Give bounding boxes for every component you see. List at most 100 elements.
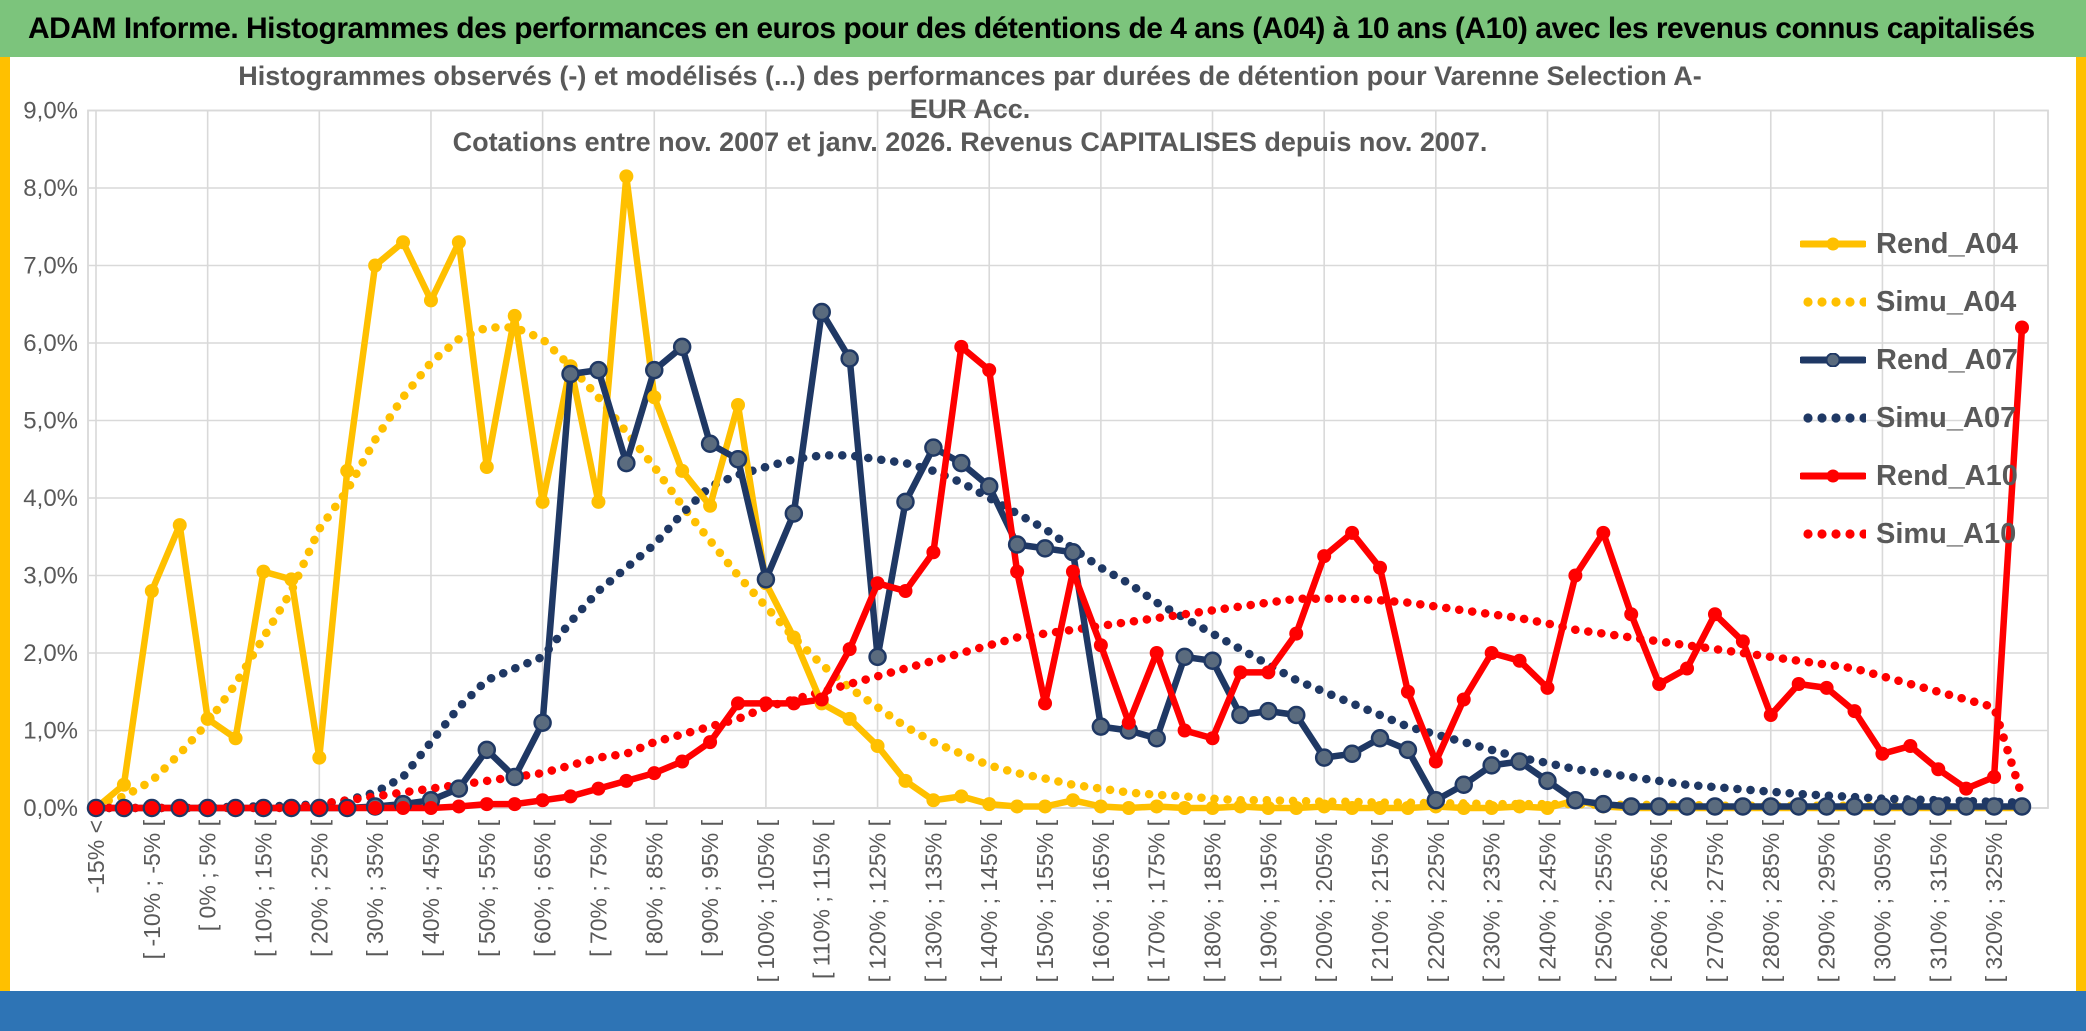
series-marker-Rend_A10 <box>1624 607 1639 622</box>
series-marker-Rend_A07 <box>812 302 831 322</box>
series-line-Simu_A07 <box>91 451 2027 813</box>
series-marker-Rend_A07 <box>979 477 999 496</box>
legend-label: Rend_A07 <box>1876 343 2018 376</box>
series-marker-Rend_A07 <box>505 767 524 787</box>
legend-item-rend_a07[interactable]: Rend_A07 <box>1800 331 2070 389</box>
series-marker-Rend_A07 <box>1482 756 1501 775</box>
series-marker-Rend_A10 <box>1010 564 1025 579</box>
series-marker-Rend_A07 <box>1845 797 1864 816</box>
series-marker-Rend_A10 <box>1177 723 1192 738</box>
series-marker-Rend_A07 <box>1956 797 1976 816</box>
series-marker-Rend_A10 <box>1400 684 1415 699</box>
series-marker-Rend_A10 <box>926 545 941 560</box>
x-tick-label: [ 70% ; 75% [ <box>585 819 611 956</box>
series-marker-Rend_A04 <box>340 463 355 478</box>
y-tick-label: 6,0% <box>23 330 78 357</box>
series-marker-Rend_A10 <box>256 801 271 815</box>
series-marker-Rend_A04 <box>1121 801 1136 815</box>
series-marker-Rend_A04 <box>1484 801 1499 815</box>
series-marker-Rend_A10 <box>396 801 411 815</box>
series-marker-Rend_A07 <box>1566 791 1585 810</box>
series-marker-Rend_A04 <box>1010 799 1025 814</box>
series-marker-Rend_A10 <box>898 584 913 598</box>
series-marker-Rend_A10 <box>1428 754 1443 769</box>
series-marker-Rend_A10 <box>284 801 299 815</box>
x-tick-label: [ 230% ; 235% [ <box>1479 819 1505 982</box>
x-tick-label: [ 190% ; 195% [ <box>1255 819 1281 982</box>
x-tick-label: [ 120% ; 125% [ <box>865 819 891 982</box>
series-marker-Rend_A10 <box>619 773 634 788</box>
series-marker-Rend_A07 <box>1370 729 1390 748</box>
series-marker-Rend_A10 <box>312 801 327 815</box>
series-marker-Rend_A07 <box>1398 740 1418 760</box>
x-tick-label: [ 260% ; 265% [ <box>1646 819 1672 982</box>
legend-item-simu_a10[interactable]: Simu_A10 <box>1800 505 2070 563</box>
series-marker-Rend_A04 <box>1540 801 1555 815</box>
series-marker-Rend_A10 <box>1875 746 1890 761</box>
series-marker-Rend_A04 <box>870 739 885 753</box>
top-banner: ADAM Informe. Histogrammes des performan… <box>0 0 2086 57</box>
series-marker-Rend_A04 <box>619 169 634 184</box>
series-marker-Rend_A07 <box>1761 797 1781 816</box>
series-marker-Rend_A10 <box>1149 646 1164 660</box>
legend-sample-line-icon <box>1800 353 1866 367</box>
series-marker-Rend_A07 <box>1091 717 1111 736</box>
x-tick-label: [ 130% ; 135% [ <box>920 819 946 982</box>
x-tick-label: [ 310% ; 315% [ <box>1925 819 1951 982</box>
series-marker-Rend_A10 <box>1233 665 1248 680</box>
series-marker-Rend_A04 <box>116 777 131 792</box>
series-marker-Rend_A07 <box>1621 797 1641 816</box>
series-marker-Rend_A04 <box>1261 801 1276 815</box>
series-marker-Rend_A04 <box>479 460 494 474</box>
x-tick-label: [ 180% ; 185% [ <box>1200 819 1226 982</box>
series-marker-Rend_A04 <box>647 390 662 405</box>
series-marker-Rend_A10 <box>1317 549 1332 564</box>
y-tick-label: 5,0% <box>23 408 78 435</box>
y-tick-label: 2,0% <box>23 640 78 667</box>
series-marker-Rend_A04 <box>284 572 299 587</box>
series-marker-Rend_A04 <box>1038 799 1053 814</box>
series-marker-Rend_A07 <box>924 438 943 457</box>
x-tick-label: [ 150% ; 155% [ <box>1032 819 1058 982</box>
left-edge-strip <box>0 57 10 1031</box>
y-tick-label: 4,0% <box>23 485 78 512</box>
series-marker-Rend_A10 <box>1038 696 1053 711</box>
series-marker-Rend_A07 <box>1538 771 1557 791</box>
bottom-taskbar[interactable] <box>0 991 2086 1031</box>
series-marker-Rend_A10 <box>228 801 243 815</box>
plot-frame <box>87 109 2049 809</box>
legend-item-rend_a10[interactable]: Rend_A10 <box>1800 447 2070 505</box>
legend-item-rend_a04[interactable]: Rend_A04 <box>1800 215 2070 273</box>
legend-item-simu_a07[interactable]: Simu_A07 <box>1800 389 2070 447</box>
series-marker-Rend_A10 <box>200 801 215 815</box>
series-marker-Rend_A10 <box>1205 731 1220 746</box>
series-marker-Rend_A10 <box>675 754 690 769</box>
series-marker-Rend_A04 <box>423 293 438 308</box>
series-marker-Rend_A10 <box>1707 607 1722 622</box>
series-marker-Rend_A04 <box>1456 801 1471 815</box>
series-marker-Rend_A07 <box>1259 701 1278 721</box>
series-marker-Rend_A07 <box>1287 705 1306 725</box>
series-marker-Rend_A04 <box>954 789 969 804</box>
legend-item-simu_a04[interactable]: Simu_A04 <box>1800 273 2070 331</box>
series-marker-Rend_A07 <box>952 453 971 473</box>
series-marker-Rend_A10 <box>1345 525 1360 540</box>
series-marker-Rend_A10 <box>479 797 494 812</box>
series-marker-Rend_A04 <box>200 711 215 726</box>
series-marker-Rend_A07 <box>672 337 692 357</box>
series-marker-Rend_A04 <box>786 630 801 645</box>
series-marker-Rend_A10 <box>1959 781 1974 796</box>
series-marker-Rend_A04 <box>1400 801 1415 815</box>
series-marker-Rend_A04 <box>535 494 550 509</box>
series-marker-Rend_A10 <box>1065 564 1080 579</box>
series-marker-Rend_A10 <box>1456 692 1471 707</box>
chart-title-line-2: Cotations entre nov. 2007 et janv. 2026.… <box>452 127 1488 157</box>
series-marker-Rend_A04 <box>1373 801 1387 815</box>
series-marker-Rend_A07 <box>1203 651 1222 670</box>
series-marker-Rend_A10 <box>507 797 522 812</box>
series-marker-Rend_A10 <box>368 801 383 815</box>
series-marker-Rend_A07 <box>1007 535 1027 554</box>
x-tick-label: [ 110% ; 115% [ <box>809 819 835 979</box>
series-marker-Rend_A10 <box>703 735 718 750</box>
